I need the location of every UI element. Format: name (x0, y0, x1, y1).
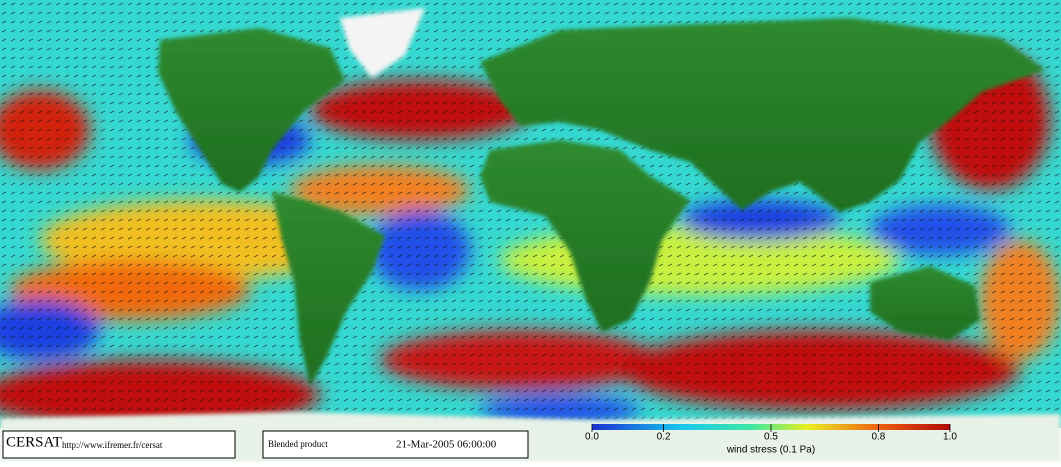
land-masses (0, 8, 1061, 462)
timestamp: 21-Mar-2005 06:00:00 (396, 439, 497, 451)
australia (870, 266, 980, 340)
product-name: Blended product (268, 439, 328, 449)
logo-box (2, 430, 236, 459)
colorbar-ticks: 0.0 0.2 0.5 0.8 1.0 (585, 424, 957, 443)
logo: CERSAT (6, 434, 62, 450)
colorbar-tick-label: 1.0 (943, 432, 957, 443)
colorbar-tick-label: 0.8 (871, 432, 885, 443)
colorbar-tick-label: 0.0 (585, 432, 599, 443)
north-america (158, 28, 345, 192)
colorbar-label: wind stress (0.1 Pa) (726, 445, 815, 456)
footer: CERSAT http://www.ifremer.fr/cersat Blen… (2, 424, 957, 459)
colorbar-tick-label: 0.5 (764, 432, 778, 443)
africa (480, 140, 690, 332)
product-box (262, 430, 529, 459)
eurasia (480, 18, 1045, 212)
colorbar-tick-label: 0.2 (657, 432, 671, 443)
greenland (340, 8, 425, 78)
url: http://www.ifremer.fr/cersat (62, 440, 163, 450)
south-america (272, 192, 385, 386)
